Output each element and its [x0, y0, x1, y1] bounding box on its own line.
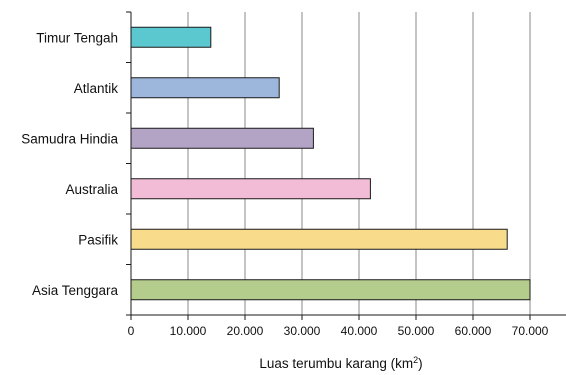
- grid-lines: [187, 12, 531, 315]
- bar-4: [130, 228, 508, 250]
- category-label-5: Asia Tenggara: [32, 283, 119, 298]
- bar-5: [130, 279, 531, 301]
- x-tick-label-3: 30.000: [284, 324, 321, 338]
- category-label-4: Pasifik: [78, 232, 118, 247]
- x-tick-label-2: 20.000: [227, 324, 264, 338]
- category-label-0: Timur Tengah: [36, 30, 118, 45]
- bar-3: [130, 178, 371, 200]
- x-tick-label-5: 50.000: [398, 324, 435, 338]
- category-label-2: Samudra Hindia: [21, 131, 118, 146]
- category-labels: Timur Tengah Atlantik Samudra Hindia Austra…: [21, 30, 118, 298]
- x-tick-label-6: 60.000: [455, 324, 492, 338]
- bar-1: [130, 77, 280, 99]
- bar-0: [130, 26, 212, 48]
- x-tick-label-4: 40.000: [341, 324, 378, 338]
- x-tick-label-7: 70.000: [512, 324, 549, 338]
- axes: [126, 11, 566, 316]
- x-tick-label-0: 0: [128, 324, 135, 338]
- x-tick-label-1: 10.000: [170, 324, 207, 338]
- x-axis-title: Luas terumbu karang (km2): [259, 355, 422, 371]
- bar-2: [130, 127, 314, 149]
- x-ticks: 0 10.000 20.000 30.000 40.000 50.000 60.000 70.…: [128, 315, 549, 338]
- category-label-1: Atlantik: [74, 81, 119, 96]
- bars: [130, 26, 531, 301]
- category-label-3: Australia: [65, 182, 118, 197]
